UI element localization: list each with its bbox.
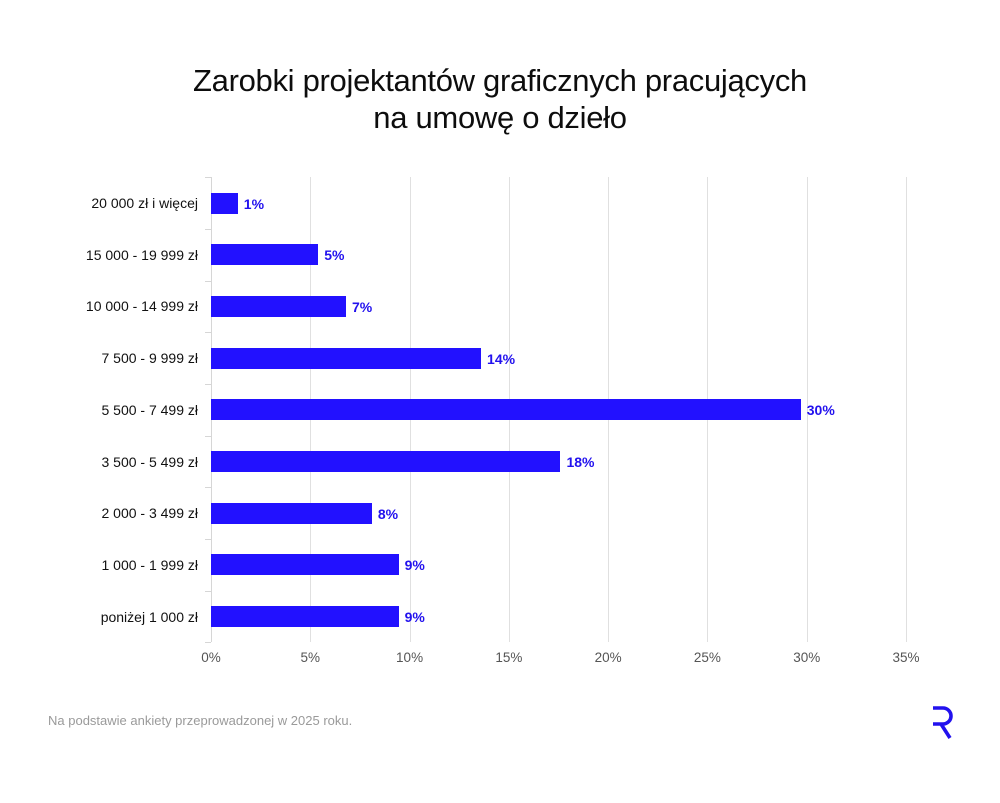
category-label: 7 500 - 9 999 zł [101, 350, 198, 367]
bar [211, 347, 482, 369]
y-axis-tick [205, 177, 211, 179]
chart-title-line-2: na umowę o dzieło [373, 100, 627, 135]
y-axis-tick [205, 539, 211, 541]
value-label: 14% [487, 350, 516, 367]
category-label: 1 000 - 1 999 zł [101, 556, 198, 573]
value-label: 18% [566, 454, 595, 470]
bar [211, 295, 347, 317]
y-axis-tick [205, 435, 211, 437]
value-label: 9% [404, 557, 425, 574]
chart-title: Zarobki projektantów graficznych pracują… [0, 62, 1000, 136]
chart-title-line-1: Zarobki projektantów graficznych pracują… [193, 63, 807, 98]
y-axis-tick [205, 383, 211, 385]
bar [211, 606, 399, 628]
value-label: 5% [324, 247, 345, 264]
category-label: 3 500 - 5 499 zł [101, 453, 198, 470]
plot-area: 1% 5% 7% 14% 30% 18% 8% 9% 9% [205, 177, 907, 643]
value-label: 1% [243, 195, 265, 212]
value-label: 7% [352, 298, 373, 315]
x-tick-label: 5% [300, 650, 321, 665]
value-label: 8% [377, 505, 399, 522]
category-label: 5 500 - 7 499 zł [101, 401, 198, 418]
y-axis-tick [205, 642, 211, 643]
bar [211, 192, 238, 214]
x-tick-label: 25% [693, 650, 721, 665]
bar [211, 451, 561, 472]
category-label: 10 000 - 14 999 zł [85, 298, 198, 315]
x-tick-label: 20% [594, 650, 622, 665]
category-label: 20 000 zł i więcej [91, 195, 198, 211]
bar [211, 554, 399, 576]
value-label: 30% [806, 402, 835, 419]
bar [211, 399, 801, 421]
bar [211, 244, 319, 266]
y-axis-tick [205, 280, 211, 282]
x-tick-label: 30% [793, 650, 821, 665]
x-tick-label: 15% [495, 650, 523, 665]
x-tick-label: 0% [201, 650, 221, 665]
gridline [806, 177, 808, 642]
x-tick-label: 10% [396, 650, 424, 665]
y-axis-tick [205, 590, 211, 592]
y-axis-tick [205, 487, 211, 489]
r-logo-icon [933, 706, 953, 739]
category-label: poniżej 1 000 zł [100, 608, 198, 625]
gridline [906, 177, 907, 642]
source-note: Na podstawie ankiety przeprowadzonej w 2… [48, 713, 353, 728]
category-label: 2 000 - 3 499 zł [101, 505, 198, 522]
value-label: 9% [404, 609, 425, 626]
y-axis-tick [205, 332, 211, 334]
bar [211, 502, 372, 524]
y-axis-tick [205, 228, 211, 230]
category-label: 15 000 - 19 999 zł [85, 246, 198, 263]
x-tick-label: 35% [892, 650, 920, 665]
